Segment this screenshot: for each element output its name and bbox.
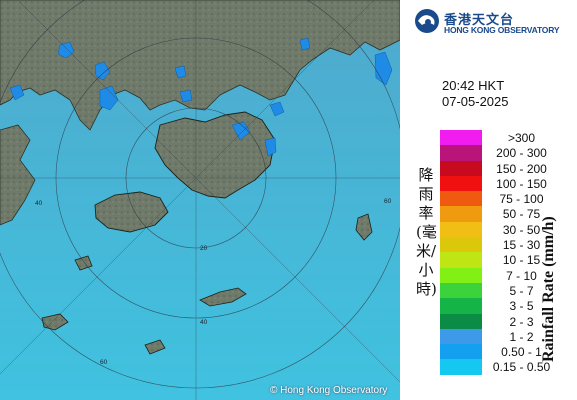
western-peninsula — [0, 124, 36, 226]
hko-emblem-icon — [415, 9, 439, 33]
legend-swatch — [440, 267, 482, 283]
legend-swatch — [440, 328, 482, 345]
legend-swatch — [440, 175, 482, 192]
range-spokes — [0, 0, 400, 400]
ring-label-60-east: 60 — [384, 198, 392, 205]
legend-swatch — [440, 160, 482, 176]
legend-label: 7 - 10 — [506, 268, 537, 283]
legend-swatch — [440, 237, 482, 253]
legend-label: 75 - 100 — [499, 192, 544, 207]
legend-label: 100 - 150 — [496, 176, 547, 191]
island-south-1 — [199, 287, 247, 307]
legend-swatch — [440, 221, 482, 238]
legend-label: 50 - 75 — [502, 207, 541, 222]
legend-swatch — [440, 206, 482, 222]
legend-label: 3 - 5 — [509, 299, 534, 314]
legend-label: 0.15 - 0.50 — [492, 360, 551, 375]
radar-map-svg: 20 40 60 60 40 — [0, 0, 400, 400]
legend-swatch — [440, 282, 482, 299]
ring-label-60: 60 — [100, 359, 108, 366]
copyright-text: © Hong Kong Observatory — [270, 385, 388, 396]
legend-label: 1 - 2 — [509, 329, 534, 344]
legend-label: 200 - 300 — [496, 146, 547, 161]
hko-logo[interactable]: 香港天文台 HONG KONG OBSERVATORY — [414, 6, 574, 36]
org-name-en: HONG KONG OBSERVATORY — [444, 25, 560, 35]
island-east — [355, 213, 373, 241]
ring-label-20: 20 — [200, 245, 208, 252]
legend-label: 15 - 30 — [502, 238, 541, 253]
info-panel: 香港天文台 HONG KONG OBSERVATORY 20:42 HKT 07… — [400, 0, 577, 400]
legend-label: 0.50 - 1 — [501, 345, 542, 360]
ring-label-40: 40 — [200, 319, 208, 326]
org-name-zh: 香港天文台 — [444, 13, 515, 28]
legend-label: 30 - 50 — [502, 222, 541, 237]
legend-swatch — [440, 313, 482, 329]
island-south-3 — [144, 339, 166, 355]
legend-label: 2 - 3 — [509, 314, 534, 329]
legend-label: 10 - 15 — [502, 253, 541, 268]
ring-label-40-west: 40 — [35, 200, 43, 207]
rain-echoes — [9, 37, 393, 157]
legend-swatch — [440, 252, 482, 268]
legend-swatch — [440, 191, 482, 207]
radar-map[interactable]: 20 40 60 60 40 © Hong Kong Observatory — [0, 0, 400, 400]
observation-time: 20:42 HKT — [442, 78, 505, 93]
legend-label: >300 — [507, 131, 536, 145]
range-ring-labels: 20 40 60 60 40 — [35, 198, 392, 366]
legend-label: 150 - 200 — [496, 161, 547, 176]
legend-swatch — [440, 130, 482, 146]
legend-swatch — [440, 298, 482, 314]
legend-title-zh: 降雨率(毫米/小時) — [416, 166, 437, 298]
legend-swatch — [440, 145, 482, 161]
observation-date: 07-05-2025 — [442, 94, 509, 109]
legend-swatch — [440, 344, 482, 360]
legend-label: 5 - 7 — [509, 283, 534, 298]
island-south-2 — [41, 313, 69, 331]
legend-swatch — [440, 359, 482, 375]
